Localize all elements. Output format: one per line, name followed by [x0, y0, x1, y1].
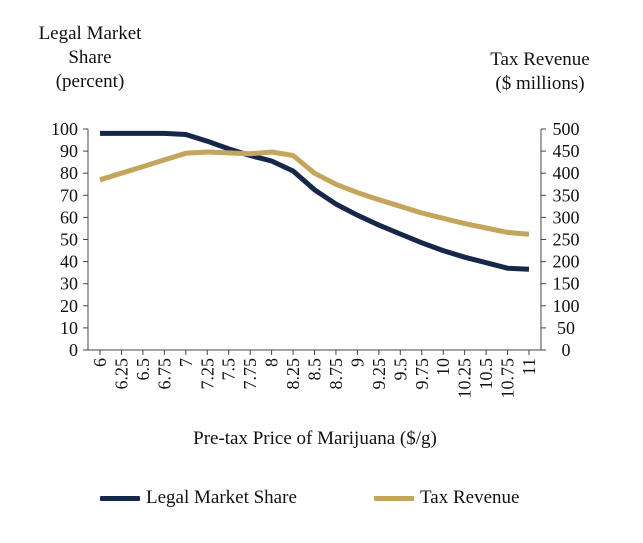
left-axis-tick-label: 10 — [60, 318, 78, 338]
x-axis-tick-label: 10 — [433, 358, 453, 376]
right-axis-tick-label: 400 — [553, 163, 580, 183]
left-axis-tick-label: 40 — [60, 252, 78, 272]
series-line-tax-revenue — [99, 149, 530, 237]
left-axis-tick-label: 80 — [60, 163, 78, 183]
left-axis-title-line: Share — [68, 47, 112, 68]
right-axis-tick-label: 150 — [553, 274, 580, 294]
legend-swatch-tax-revenue — [374, 495, 414, 501]
x-axis-tick-label: 6.25 — [111, 358, 131, 390]
left-axis-tick-label: 60 — [60, 207, 78, 227]
legend-swatch-legal-market-share — [100, 495, 140, 501]
legend-label: Tax Revenue — [420, 487, 520, 508]
x-axis-tick-label: 10.25 — [455, 358, 475, 399]
x-axis-title: Pre-tax Price of Marijuana ($/g) — [193, 428, 437, 449]
x-axis-tick-label: 10.75 — [498, 358, 518, 399]
x-axis-tick-label: 8.5 — [305, 358, 325, 381]
x-axis-tick-label: 6.75 — [154, 358, 174, 390]
x-axis-tick-label: 9 — [347, 358, 367, 367]
x-axis-tick-label: 7.5 — [219, 358, 239, 381]
right-axis-tick-label: 500 — [553, 119, 580, 139]
x-axis-tick-label: 8.25 — [283, 358, 303, 390]
legend-label: Legal Market Share — [146, 487, 297, 508]
left-axis-tick-label: 100 — [51, 119, 78, 139]
x-axis-tick-label: 7 — [176, 358, 196, 367]
x-axis-tick-label: 6 — [90, 358, 110, 367]
right-axis-tick-label: 350 — [553, 185, 580, 205]
legend-item-tax-revenue: Tax Revenue — [374, 487, 519, 509]
x-axis-tick-label: 6.5 — [133, 358, 153, 381]
x-axis-tick-label: 9.25 — [369, 358, 389, 390]
left-axis-tick-label: 70 — [60, 185, 78, 205]
right-axis-tick-label: 0 — [562, 340, 571, 360]
left-axis-tick-label: 50 — [60, 230, 78, 250]
x-axis-tick-label: 8.75 — [326, 358, 346, 390]
left-axis-tick-label: 20 — [60, 296, 78, 316]
line-chart: 0102030405060708090100050100150200250300… — [51, 119, 580, 399]
right-axis-tick-label: 300 — [553, 207, 580, 227]
left-axis-title-line: Legal Market — [38, 23, 142, 44]
legend-item-legal-market-share: Legal Market Share — [100, 487, 297, 509]
x-axis-tick-label: 8 — [262, 358, 282, 367]
right-axis-title-line: Tax Revenue — [490, 49, 590, 70]
left-axis-title: Legal Market Share (percent) — [24, 22, 156, 94]
left-axis-tick-label: 90 — [60, 141, 78, 161]
left-axis-tick-label: 0 — [69, 340, 78, 360]
x-axis-tick-label: 7.25 — [197, 358, 217, 390]
right-axis-tick-label: 450 — [553, 141, 580, 161]
chart-legend: Legal Market Share Tax Revenue — [0, 487, 643, 517]
left-axis-title-line: (percent) — [55, 71, 125, 92]
right-axis-title-line: ($ millions) — [495, 73, 585, 94]
x-axis-tick-label: 7.75 — [240, 358, 260, 390]
right-axis-tick-label: 50 — [557, 318, 575, 338]
x-axis-tick-label: 9.75 — [412, 358, 432, 390]
x-axis-tick-label: 9.5 — [390, 358, 410, 381]
right-axis-tick-label: 250 — [553, 230, 580, 250]
x-axis-tick-label: 10.5 — [476, 358, 496, 390]
right-axis-title: Tax Revenue ($ millions) — [470, 48, 610, 96]
right-axis-tick-label: 100 — [553, 296, 580, 316]
left-axis-tick-label: 30 — [60, 274, 78, 294]
right-axis-tick-label: 200 — [553, 252, 580, 272]
series-line-legal-market-share — [100, 130, 530, 272]
x-axis-tick-label: 11 — [519, 358, 539, 375]
